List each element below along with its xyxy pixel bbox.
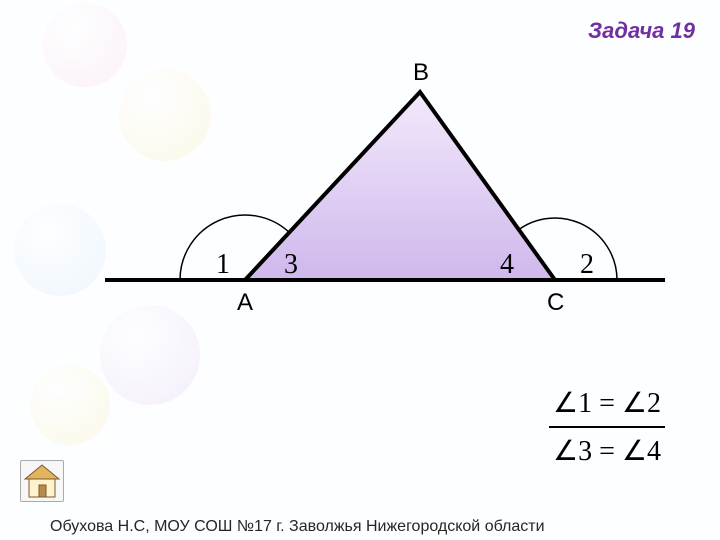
given-condition: ∠1 = ∠2 bbox=[549, 384, 665, 428]
conditions-box: ∠1 = ∠2 ∠3 = ∠4 bbox=[549, 384, 665, 470]
footer-credit: Обухова Н.С, МОУ СОШ №17 г. Заволжья Ниж… bbox=[50, 518, 545, 536]
home-icon[interactable] bbox=[20, 460, 64, 502]
angle-label-2: 2 bbox=[580, 249, 594, 280]
prove-condition: ∠3 = ∠4 bbox=[549, 428, 665, 470]
vertex-label-c: C bbox=[547, 289, 564, 316]
vertex-label-b: B bbox=[413, 59, 429, 86]
vertex-label-a: A bbox=[237, 289, 253, 316]
angle-label-1: 1 bbox=[216, 249, 230, 280]
angle-label-3: 3 bbox=[284, 249, 298, 280]
angle-label-4: 4 bbox=[500, 249, 514, 280]
